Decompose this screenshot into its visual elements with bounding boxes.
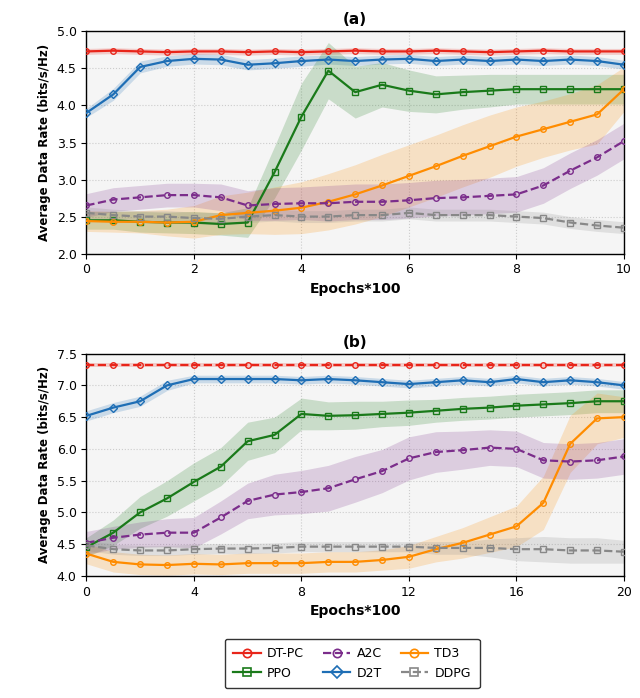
- X-axis label: Epochs*100: Epochs*100: [310, 282, 401, 296]
- Legend: DT-PC, PPO, A2C, D2T, TD3, DDPG: DT-PC, PPO, A2C, D2T, TD3, DDPG: [225, 639, 479, 688]
- Y-axis label: Average Data Rate (bits/s/Hz): Average Data Rate (bits/s/Hz): [38, 366, 51, 563]
- Title: (b): (b): [343, 334, 367, 350]
- Title: (a): (a): [343, 13, 367, 27]
- X-axis label: Epochs*100: Epochs*100: [310, 604, 401, 618]
- Y-axis label: Average Data Rate (bits/s/Hz): Average Data Rate (bits/s/Hz): [38, 44, 51, 241]
